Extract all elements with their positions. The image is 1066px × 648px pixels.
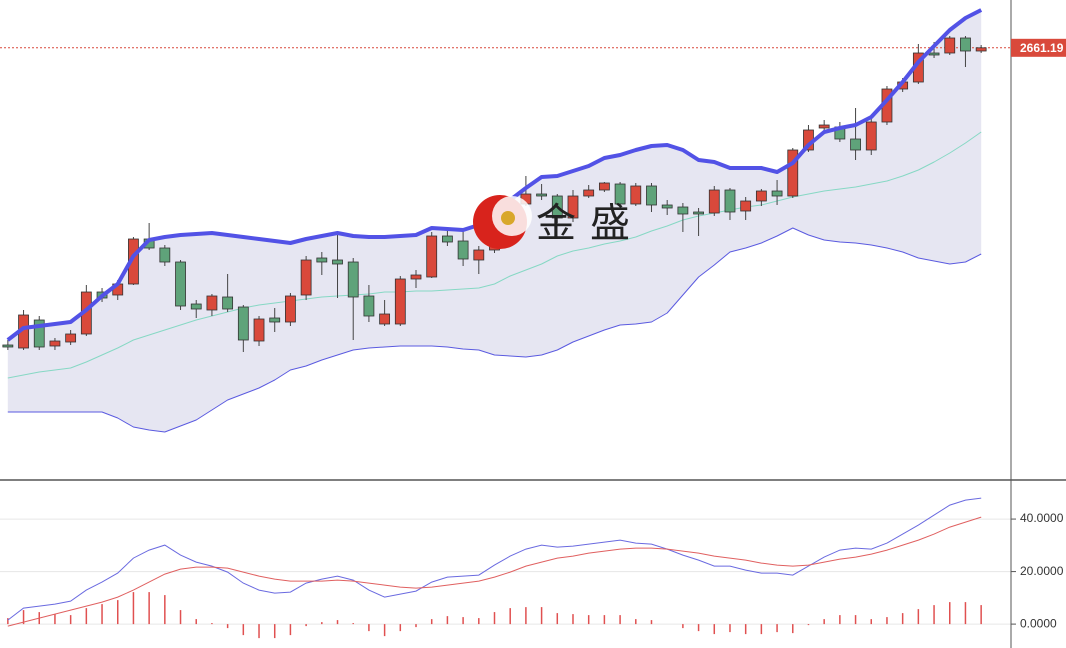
candle-body <box>237 306 249 341</box>
indicator-panel <box>0 497 1011 639</box>
candle-body <box>598 182 610 191</box>
candle-body <box>300 259 312 296</box>
candle-body <box>755 190 767 202</box>
candle-body <box>865 121 877 151</box>
candle-body <box>269 317 281 323</box>
candle-body <box>646 185 657 206</box>
candle-body <box>394 278 406 325</box>
candle-body <box>928 52 940 56</box>
candle-body <box>614 183 626 205</box>
y-tick-label: 40.0000 <box>1020 511 1064 525</box>
candle-body <box>693 211 704 215</box>
candle-body <box>285 295 296 323</box>
candle-body <box>316 257 328 263</box>
candle-body <box>583 189 595 197</box>
candle-body <box>159 247 171 263</box>
candle-body <box>222 296 234 310</box>
watermark-logo: 金盛 <box>473 195 644 249</box>
candle-body <box>206 295 218 311</box>
candle-body <box>724 189 736 213</box>
candle-body <box>347 261 359 298</box>
candle-body <box>677 206 689 215</box>
candle-body <box>332 259 343 265</box>
candle-body <box>33 319 45 348</box>
candle-body <box>442 235 453 243</box>
candle-body <box>708 189 720 214</box>
last-price-box <box>1011 38 1066 57</box>
candle-body <box>49 340 61 347</box>
indicator-line <box>7 516 982 627</box>
y-tick-label: 0.0000 <box>1020 616 1057 630</box>
candle-body <box>536 193 547 197</box>
candle-body <box>363 295 375 317</box>
axis-labels: 2661.19 0.0000 20.0000 40.0000 <box>1011 38 1066 630</box>
candle-body <box>426 235 438 278</box>
indicator-line <box>7 497 982 621</box>
candle-body <box>551 195 563 219</box>
candle-body <box>457 240 469 260</box>
candle-body <box>379 313 391 325</box>
candle-body <box>771 190 783 197</box>
candle-body <box>65 333 77 343</box>
watermark: 金盛 <box>536 202 644 246</box>
candle-body <box>410 274 422 280</box>
last-price-label: 2661.19 <box>1020 41 1064 55</box>
candle-body <box>473 249 485 261</box>
logo-dot <box>501 211 515 225</box>
candle-body <box>944 37 956 54</box>
candle-body <box>850 138 861 151</box>
middle-band <box>7 131 982 379</box>
candle-body <box>960 37 971 52</box>
candle-body <box>630 185 642 205</box>
candle-body <box>787 149 799 197</box>
candle-body <box>175 261 186 307</box>
candle-body <box>253 318 265 342</box>
candle-body <box>975 47 987 52</box>
candle-body <box>818 124 830 129</box>
y-tick-label: 20.0000 <box>1020 564 1064 578</box>
candle-body <box>190 303 202 310</box>
candle-body <box>567 195 579 219</box>
candle-body <box>2 344 14 348</box>
lower-band <box>7 227 982 433</box>
candle-body <box>661 204 673 209</box>
candle-body <box>740 200 752 212</box>
